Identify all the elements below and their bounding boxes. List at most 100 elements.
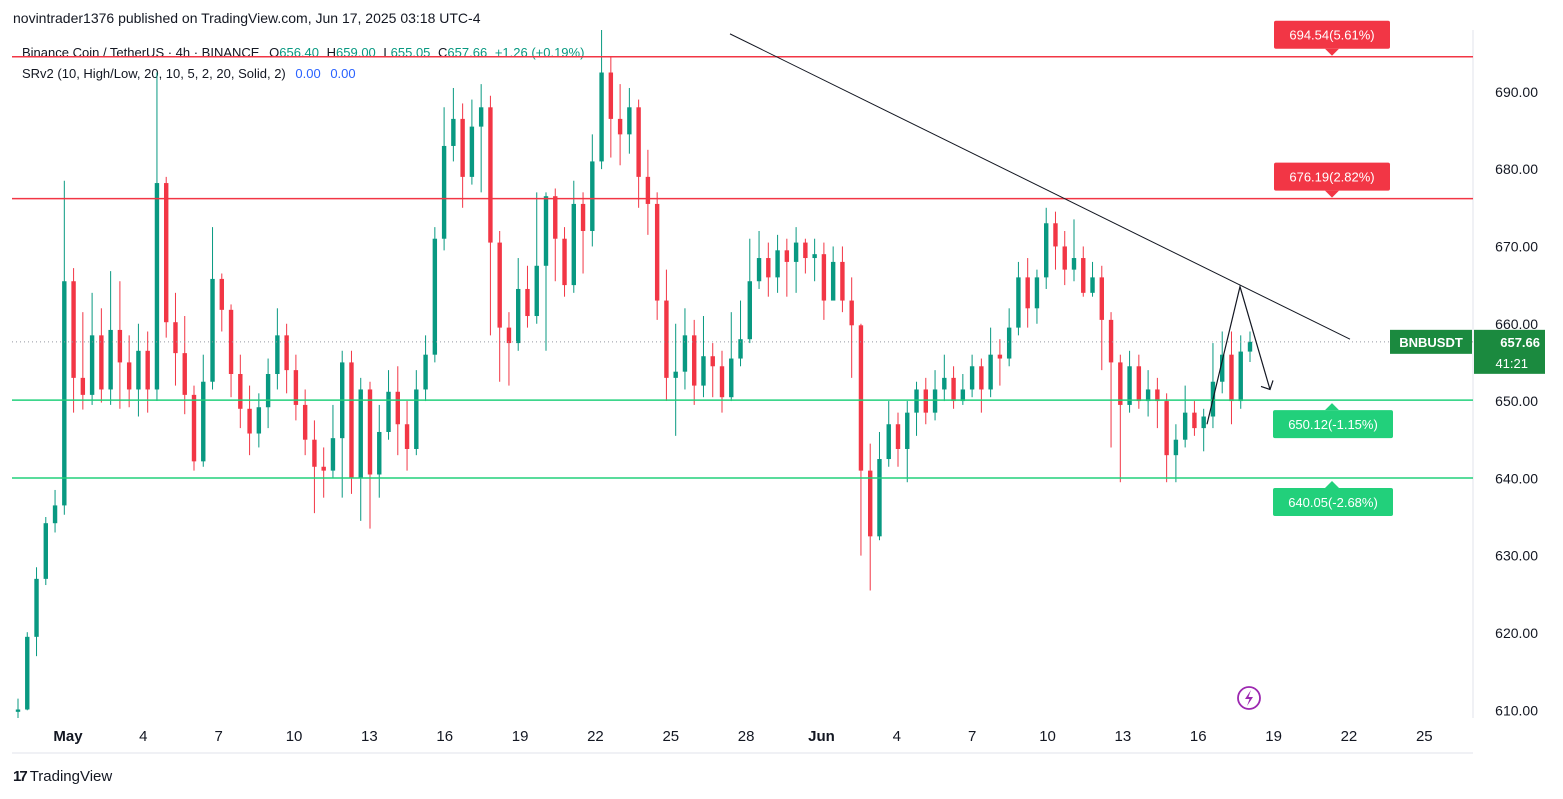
candle-body <box>886 424 891 460</box>
tradingview-footer[interactable]: 17 TradingView <box>13 768 112 785</box>
candle-body <box>636 107 641 177</box>
candle-body <box>830 261 836 301</box>
tag-pointer <box>1325 48 1339 56</box>
candle-body <box>164 183 169 323</box>
candle-body <box>228 309 234 374</box>
candle-body <box>1192 412 1197 429</box>
price-tick-label: 670.00 <box>1495 238 1538 254</box>
tradingview-brand: TradingView <box>29 768 113 785</box>
candle-body <box>62 281 67 506</box>
resistance-tag-label: 676.19(2.82%) <box>1289 170 1374 185</box>
candle-body <box>923 389 928 413</box>
time-tick-label: 19 <box>1265 728 1282 745</box>
support-tag-label: 640.05(-2.68%) <box>1288 495 1378 510</box>
indicator-value-1: 0.00 <box>295 66 321 81</box>
candle-body <box>1145 389 1151 402</box>
time-tick-label: 28 <box>738 728 755 745</box>
symbol-tag <box>1390 329 1472 354</box>
candle-body <box>1044 223 1049 278</box>
candle-body <box>321 466 326 471</box>
candle-body <box>108 329 113 390</box>
support-tag <box>1273 487 1393 516</box>
price-tick-label: 680.00 <box>1495 161 1538 177</box>
price-tick-label: 650.00 <box>1495 393 1538 409</box>
candle-body <box>1229 354 1234 402</box>
indicator-value-2: 0.00 <box>330 66 356 81</box>
candle-body <box>562 238 567 286</box>
candle-body <box>349 362 354 479</box>
candle-body <box>988 354 993 390</box>
time-tick-label: 19 <box>512 728 529 745</box>
candle-body <box>840 261 845 301</box>
time-tick-label: 4 <box>893 728 901 745</box>
candle-body <box>358 389 363 479</box>
candle-body <box>367 389 373 475</box>
candle-body <box>34 578 39 637</box>
candle-body <box>543 196 549 266</box>
high-label: H <box>326 45 337 60</box>
candle-body <box>1025 277 1030 309</box>
candle-body <box>386 391 391 432</box>
indicator-title[interactable]: SRv2 (10, High/Low, 20, 10, 5, 2, 20, So… <box>22 66 286 81</box>
candle-body <box>645 176 651 204</box>
candle-body <box>895 424 901 449</box>
time-axis[interactable]: May 4 7 10 13 16 19 22 25 28 Jun 4 7 10 13 16 19 22 25 <box>53 728 1432 745</box>
candle-body <box>793 242 799 262</box>
time-tick-label: May <box>53 728 83 745</box>
candle-body <box>1081 258 1086 293</box>
candle-body <box>868 470 873 537</box>
candle-body <box>43 523 48 579</box>
candle-body <box>1220 354 1225 382</box>
candle-body <box>877 459 882 537</box>
candle-body <box>126 362 132 390</box>
candle-body <box>951 377 956 402</box>
candle-body <box>775 250 780 278</box>
candle-body <box>979 366 984 390</box>
candle-body <box>210 278 215 382</box>
candle-body <box>1164 401 1169 456</box>
tag-pointer <box>1325 480 1339 488</box>
candle-body <box>154 183 160 390</box>
candle-body <box>432 238 438 355</box>
candle-body <box>1118 362 1123 405</box>
tradingview-logo: 17 <box>13 768 28 785</box>
projection-arrowhead <box>1260 380 1274 391</box>
support-tag-label: 650.12(-1.15%) <box>1288 417 1378 432</box>
candle-body <box>488 107 493 243</box>
time-tick-label: 13 <box>361 728 378 745</box>
candle-body <box>571 203 576 286</box>
lightning-icon[interactable] <box>1237 686 1261 710</box>
trendline <box>729 33 1351 340</box>
projection-path <box>1206 284 1271 425</box>
last-price-tag <box>1474 329 1545 374</box>
time-tick-label: 16 <box>436 728 453 745</box>
price-axis[interactable]: 690.00 680.00 670.00 660.00 650.00 640.00 630.… <box>1495 84 1538 718</box>
indicator-legend[interactable]: SRv2 (10, High/Low, 20, 10, 5, 2, 20, So… <box>22 66 356 81</box>
price-tick-label: 660.00 <box>1495 316 1538 332</box>
price-tick-label: 630.00 <box>1495 548 1538 564</box>
resistance-tag <box>1274 20 1390 49</box>
candle-body <box>302 404 308 440</box>
candle-body <box>692 335 697 386</box>
candle-body <box>803 242 808 259</box>
candle-body <box>1016 277 1021 328</box>
price-tick-label: 620.00 <box>1495 625 1538 641</box>
candle-body <box>173 322 178 354</box>
candle-body <box>766 258 771 278</box>
candle-body <box>15 709 21 712</box>
candle-body <box>1090 277 1095 293</box>
candle-body <box>617 118 623 135</box>
candle-body <box>238 374 243 409</box>
candle-body <box>599 72 604 162</box>
time-tick-label: 22 <box>587 728 604 745</box>
candle-body <box>719 366 725 398</box>
candle-body <box>312 439 317 467</box>
open-label: O <box>269 45 280 60</box>
candle-body <box>747 281 752 340</box>
candle-body <box>89 335 95 395</box>
candle-body <box>1238 351 1243 402</box>
candle-body <box>580 203 586 231</box>
candle-body <box>1034 277 1040 309</box>
candle-body <box>423 354 428 390</box>
